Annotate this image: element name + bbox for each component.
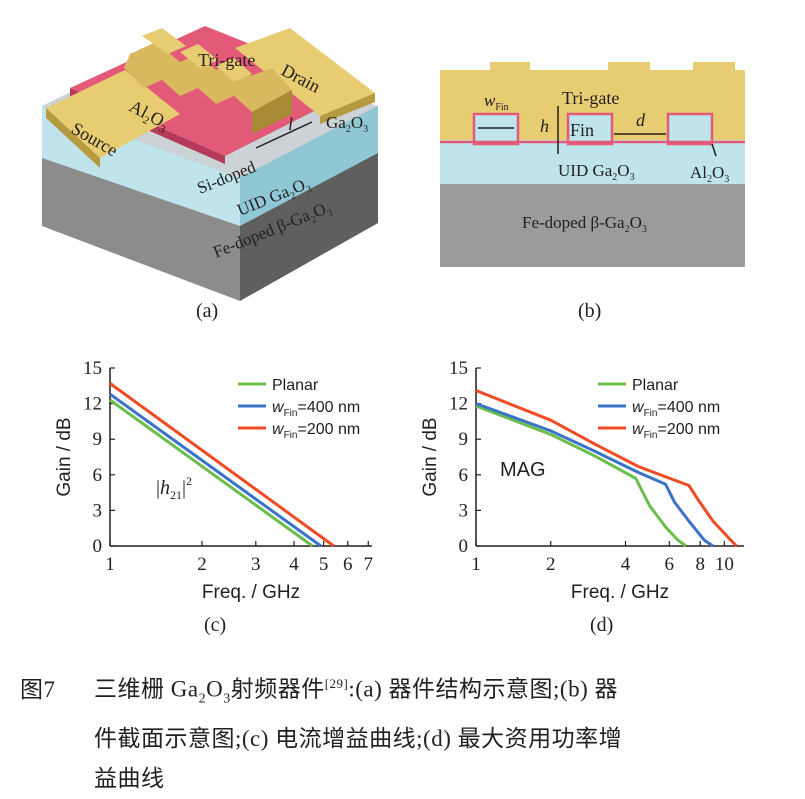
y-tick-label: 15: [449, 358, 468, 379]
x-axis-label: Freq. / GHz: [202, 582, 300, 603]
panel-label-d: (d): [590, 614, 614, 636]
legend-label: wFin=400 nm: [632, 399, 720, 419]
fin-middle: [566, 112, 614, 146]
x-tick-label: 3: [251, 554, 261, 575]
y-tick-label: 12: [83, 394, 102, 415]
x-tick-label: 8: [696, 554, 706, 575]
x-tick-label: 6: [343, 554, 353, 575]
caption-line-2: 件截面示意图;(c) 电流增益曲线;(d) 最大资用功率增: [94, 726, 623, 752]
h21-annotation: |h21|2: [156, 474, 192, 502]
panel-label-a: (a): [196, 300, 219, 322]
label-d: d: [636, 110, 646, 130]
legend-label: Planar: [632, 377, 679, 394]
caption-line-3: 益曲线: [94, 766, 165, 792]
label-ga2o3: Ga2O3: [326, 113, 368, 135]
legend-label: Planar: [272, 377, 319, 394]
label-tri-gate-b: Tri-gate: [562, 88, 619, 108]
tri-gate-front: [252, 90, 292, 134]
y-tick-label: 0: [459, 536, 469, 557]
y-axis-label: Gain / dB: [54, 417, 75, 496]
x-tick-label: 10: [715, 554, 734, 575]
tri-gate-top: [142, 28, 186, 54]
y-tick-label: 15: [83, 358, 102, 379]
al-arrow: [711, 143, 717, 157]
series-line: [475, 404, 687, 548]
caption-line-1: 图7 三维栅 Ga2O3射频器件[29]:(a) 器件结构示意图;(b) 器: [20, 664, 790, 719]
y-axis-label: Gain / dB: [420, 417, 441, 496]
cross-section-diagram: wFin h Tri-gate Fin d UID Ga2O3 Al2O3 Fe…: [440, 62, 745, 267]
label-fin: Fin: [570, 120, 594, 140]
y-tick-label: 9: [459, 429, 469, 450]
series-line: [475, 389, 738, 548]
caption-sub-2: 3: [223, 691, 231, 707]
label-al2o3-b: Al2O3: [690, 163, 729, 185]
tri-gate-top-2: [180, 44, 218, 68]
legend-label: wFin=200 nm: [272, 421, 360, 441]
panel-label-c: (c): [204, 614, 227, 636]
y-tick-label: 12: [449, 394, 468, 415]
x-tick-label: 5: [319, 554, 329, 575]
caption-text-3: :(a) 器件结构示意图;(b) 器: [348, 676, 619, 702]
figure-caption: 图7 三维栅 Ga2O3射频器件[29]:(a) 器件结构示意图;(b) 器 件截…: [20, 664, 790, 799]
label-tri-gate: Tri-gate: [198, 50, 255, 70]
source-contact: [46, 70, 180, 158]
x-tick-label: 6: [664, 554, 674, 575]
x-tick-label: 7: [364, 554, 374, 575]
source-contact-side: [46, 108, 100, 168]
figure-number: 图7: [20, 676, 56, 702]
x-tick-label: 4: [621, 554, 631, 575]
uid-layer: [440, 140, 745, 184]
caption-text-1: 三维栅 Ga: [94, 676, 199, 702]
panel-label-b: (b): [578, 300, 602, 322]
y-tick-label: 9: [93, 429, 103, 450]
series-line: [109, 398, 314, 548]
series-line: [109, 382, 335, 548]
y-tick-label: 6: [459, 465, 469, 486]
x-tick-label: 2: [197, 554, 207, 575]
y-tick-label: 6: [93, 465, 103, 486]
label-l: l: [288, 114, 293, 134]
y-tick-label: 3: [459, 500, 469, 521]
caption-sub-1: 2: [198, 691, 207, 707]
fin-right: [666, 112, 714, 146]
legend-label: wFin=400 nm: [272, 399, 360, 419]
x-tick-label: 1: [105, 554, 115, 575]
mag-annotation: MAG: [500, 459, 546, 481]
tri-gate-top-3: [216, 58, 252, 82]
drain-contact-side: [320, 93, 375, 124]
device-3d-diagram: Tri-gate Drain Source Al2O3 Ga2O3 l Si-d…: [42, 26, 378, 301]
y-tick-label: 0: [93, 536, 103, 557]
caption-o: O: [206, 676, 224, 702]
uid-side-face: [240, 106, 378, 226]
x-tick-label: 2: [546, 554, 556, 575]
x-tick-label: 1: [471, 554, 481, 575]
substrate-layer: [440, 184, 745, 267]
drain-contact: [235, 28, 375, 116]
x-tick-label: 4: [289, 554, 299, 575]
label-h: h: [540, 116, 549, 136]
fin-left: [472, 112, 520, 146]
series-line: [109, 392, 322, 548]
caption-ref: [29]: [324, 676, 349, 691]
x-axis-label: Freq. / GHz: [571, 582, 669, 603]
label-uid-b: UID Ga2O3: [558, 161, 635, 183]
tri-gate: [124, 42, 292, 112]
length-arrow: [255, 121, 313, 149]
caption-text-2: 射频器件: [230, 676, 325, 702]
label-fe-b: Fe-doped β-Ga2O3: [522, 213, 647, 235]
label-wfin: wFin: [484, 91, 509, 113]
series-line: [475, 402, 714, 548]
y-tick-label: 3: [93, 500, 103, 521]
legend-label: wFin=200 nm: [632, 421, 720, 441]
